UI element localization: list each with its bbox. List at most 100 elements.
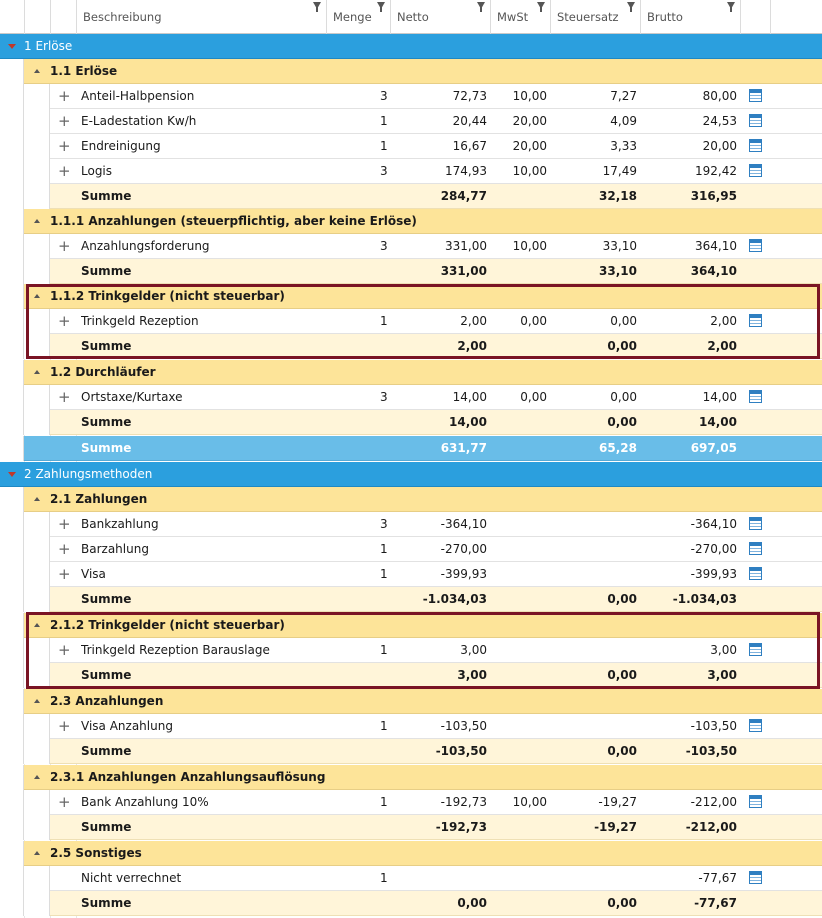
summary-netto: -103,50 — [435, 744, 487, 758]
column-header-row: Beschreibung Menge Netto MwSt Steuersatz… — [0, 0, 822, 34]
summary-row: Summe 331,00 33,10 364,10 — [0, 259, 822, 284]
group-row-level2[interactable]: 2.3.1 Anzahlungen Anzahlungsauflösung — [0, 765, 822, 790]
calculator-icon[interactable] — [749, 390, 762, 403]
table-row[interactable]: + E-Ladestation Kw/h 1 20,44 20,00 4,09 … — [0, 109, 822, 134]
collapse-icon[interactable] — [34, 370, 40, 374]
header-brutto[interactable]: Brutto — [640, 0, 740, 34]
collapse-icon[interactable] — [34, 623, 40, 627]
table-row[interactable]: + Bank Anzahlung 10% 1 -192,73 10,00 -19… — [0, 790, 822, 815]
table-row[interactable]: + Logis 3 174,93 10,00 17,49 192,42 — [0, 159, 822, 184]
cell-brutto: 2,00 — [710, 314, 737, 328]
cell-mwst: 0,00 — [520, 390, 547, 404]
expand-plus-icon[interactable]: + — [58, 793, 71, 811]
calculator-icon[interactable] — [749, 89, 762, 102]
cell-brutto: 80,00 — [702, 89, 737, 103]
calculator-icon[interactable] — [749, 314, 762, 327]
expand-plus-icon[interactable]: + — [58, 717, 71, 735]
expand-plus-icon[interactable]: + — [58, 162, 71, 180]
table-row[interactable]: + Bankzahlung 3 -364,10 -364,10 — [0, 512, 822, 537]
collapse-icon[interactable] — [34, 294, 40, 298]
expand-plus-icon[interactable]: + — [58, 388, 71, 406]
collapse-icon[interactable] — [34, 775, 40, 779]
header-netto[interactable]: Netto — [390, 0, 490, 34]
filter-icon[interactable] — [313, 2, 321, 12]
calculator-icon[interactable] — [749, 164, 762, 177]
collapse-icon[interactable] — [34, 497, 40, 501]
table-row[interactable]: + Anteil-Halbpension 3 72,73 10,00 7,27 … — [0, 84, 822, 109]
table-row[interactable]: + Trinkgeld Rezeption 1 2,00 0,00 0,00 2… — [0, 309, 822, 334]
expand-plus-icon[interactable]: + — [58, 515, 71, 533]
summary-brutto: 2,00 — [707, 339, 737, 353]
group-row-level1[interactable]: 2 Zahlungsmethoden — [0, 462, 822, 487]
cell-beschreibung: Endreinigung — [81, 139, 161, 153]
calculator-icon[interactable] — [749, 114, 762, 127]
indent-cell — [0, 436, 24, 461]
calculator-icon[interactable] — [749, 542, 762, 555]
cell-netto: 72,73 — [452, 89, 487, 103]
table-row[interactable]: + Trinkgeld Rezeption Barauslage 1 3,00 … — [0, 638, 822, 663]
calculator-icon[interactable] — [749, 517, 762, 530]
cell-brutto: -212,00 — [690, 795, 737, 809]
calculator-icon[interactable] — [749, 871, 762, 884]
table-row[interactable]: + Visa Anzahlung 1 -103,50 -103,50 — [0, 714, 822, 739]
calculator-icon[interactable] — [749, 795, 762, 808]
cell-steuersatz: 0,00 — [610, 390, 637, 404]
filter-icon[interactable] — [377, 2, 385, 12]
group-row-level2[interactable]: 2.1 Zahlungen — [0, 487, 822, 512]
table-row[interactable]: Nicht verrechnet 1 -77,67 — [0, 866, 822, 891]
table-row[interactable]: + Visa 1 -399,93 -399,93 — [0, 562, 822, 587]
expand-plus-icon[interactable]: + — [58, 540, 71, 558]
cell-menge: 1 — [380, 314, 388, 328]
expand-plus-icon[interactable]: + — [58, 237, 71, 255]
table-row[interactable]: + Endreinigung 1 16,67 20,00 3,33 20,00 — [0, 134, 822, 159]
collapse-icon[interactable] — [34, 69, 40, 73]
indent-cell — [24, 84, 50, 109]
filter-icon[interactable] — [477, 2, 485, 12]
cell-beschreibung: Trinkgeld Rezeption Barauslage — [81, 643, 270, 657]
calculator-icon[interactable] — [749, 239, 762, 252]
filter-icon[interactable] — [727, 2, 735, 12]
expand-plus-icon[interactable]: + — [58, 137, 71, 155]
calculator-icon[interactable] — [749, 567, 762, 580]
expand-plus-icon[interactable]: + — [58, 641, 71, 659]
calculator-icon[interactable] — [749, 643, 762, 656]
collapse-icon[interactable] — [8, 44, 16, 49]
filter-icon[interactable] — [537, 2, 545, 12]
calculator-icon[interactable] — [749, 139, 762, 152]
group-row-level2[interactable]: 1.2 Durchläufer — [0, 360, 822, 385]
expand-plus-icon[interactable]: + — [58, 312, 71, 330]
group-row-level2[interactable]: 2.1.2 Trinkgelder (nicht steuerbar) — [0, 613, 822, 638]
cell-mwst: 10,00 — [512, 795, 547, 809]
table-row[interactable]: + Ortstaxe/Kurtaxe 3 14,00 0,00 0,00 14,… — [0, 385, 822, 410]
group-row-level2[interactable]: 1.1.1 Anzahlungen (steuerpflichtig, aber… — [0, 209, 822, 234]
group-row-level1[interactable]: 1 Erlöse — [0, 34, 822, 59]
group-row-level2[interactable]: 1.1.2 Trinkgelder (nicht steuerbar) — [0, 284, 822, 309]
header-mwst[interactable]: MwSt — [490, 0, 550, 34]
header-beschreibung[interactable]: Beschreibung — [76, 0, 326, 34]
group-row-level2[interactable]: 2.5 Sonstiges — [0, 841, 822, 866]
expand-plus-icon[interactable]: + — [58, 565, 71, 583]
summary-row: Summe -192,73 -19,27 -212,00 — [0, 815, 822, 840]
collapse-icon[interactable] — [8, 472, 16, 477]
calculator-icon[interactable] — [749, 719, 762, 732]
summary-label: Summe — [81, 820, 132, 834]
indent-cell — [24, 537, 50, 562]
group-row-level2[interactable]: 1.1 Erlöse — [0, 59, 822, 84]
summary-brutto: 3,00 — [707, 668, 737, 682]
collapse-icon[interactable] — [34, 219, 40, 223]
group-row-level2[interactable]: 2.3 Anzahlungen — [0, 689, 822, 714]
collapse-icon[interactable] — [34, 851, 40, 855]
summary-netto: 3,00 — [457, 668, 487, 682]
expand-plus-icon[interactable]: + — [58, 87, 71, 105]
expand-plus-icon[interactable]: + — [58, 112, 71, 130]
header-steuersatz[interactable]: Steuersatz — [550, 0, 640, 34]
collapse-icon[interactable] — [34, 699, 40, 703]
filter-icon[interactable] — [627, 2, 635, 12]
indent-cell — [24, 891, 50, 916]
summary-netto: 2,00 — [457, 339, 487, 353]
header-menge[interactable]: Menge — [326, 0, 390, 34]
table-row[interactable]: + Barzahlung 1 -270,00 -270,00 — [0, 537, 822, 562]
table-row[interactable]: + Anzahlungsforderung 3 331,00 10,00 33,… — [0, 234, 822, 259]
indent-cell — [0, 891, 24, 916]
header-label: Steuersatz — [557, 10, 619, 24]
